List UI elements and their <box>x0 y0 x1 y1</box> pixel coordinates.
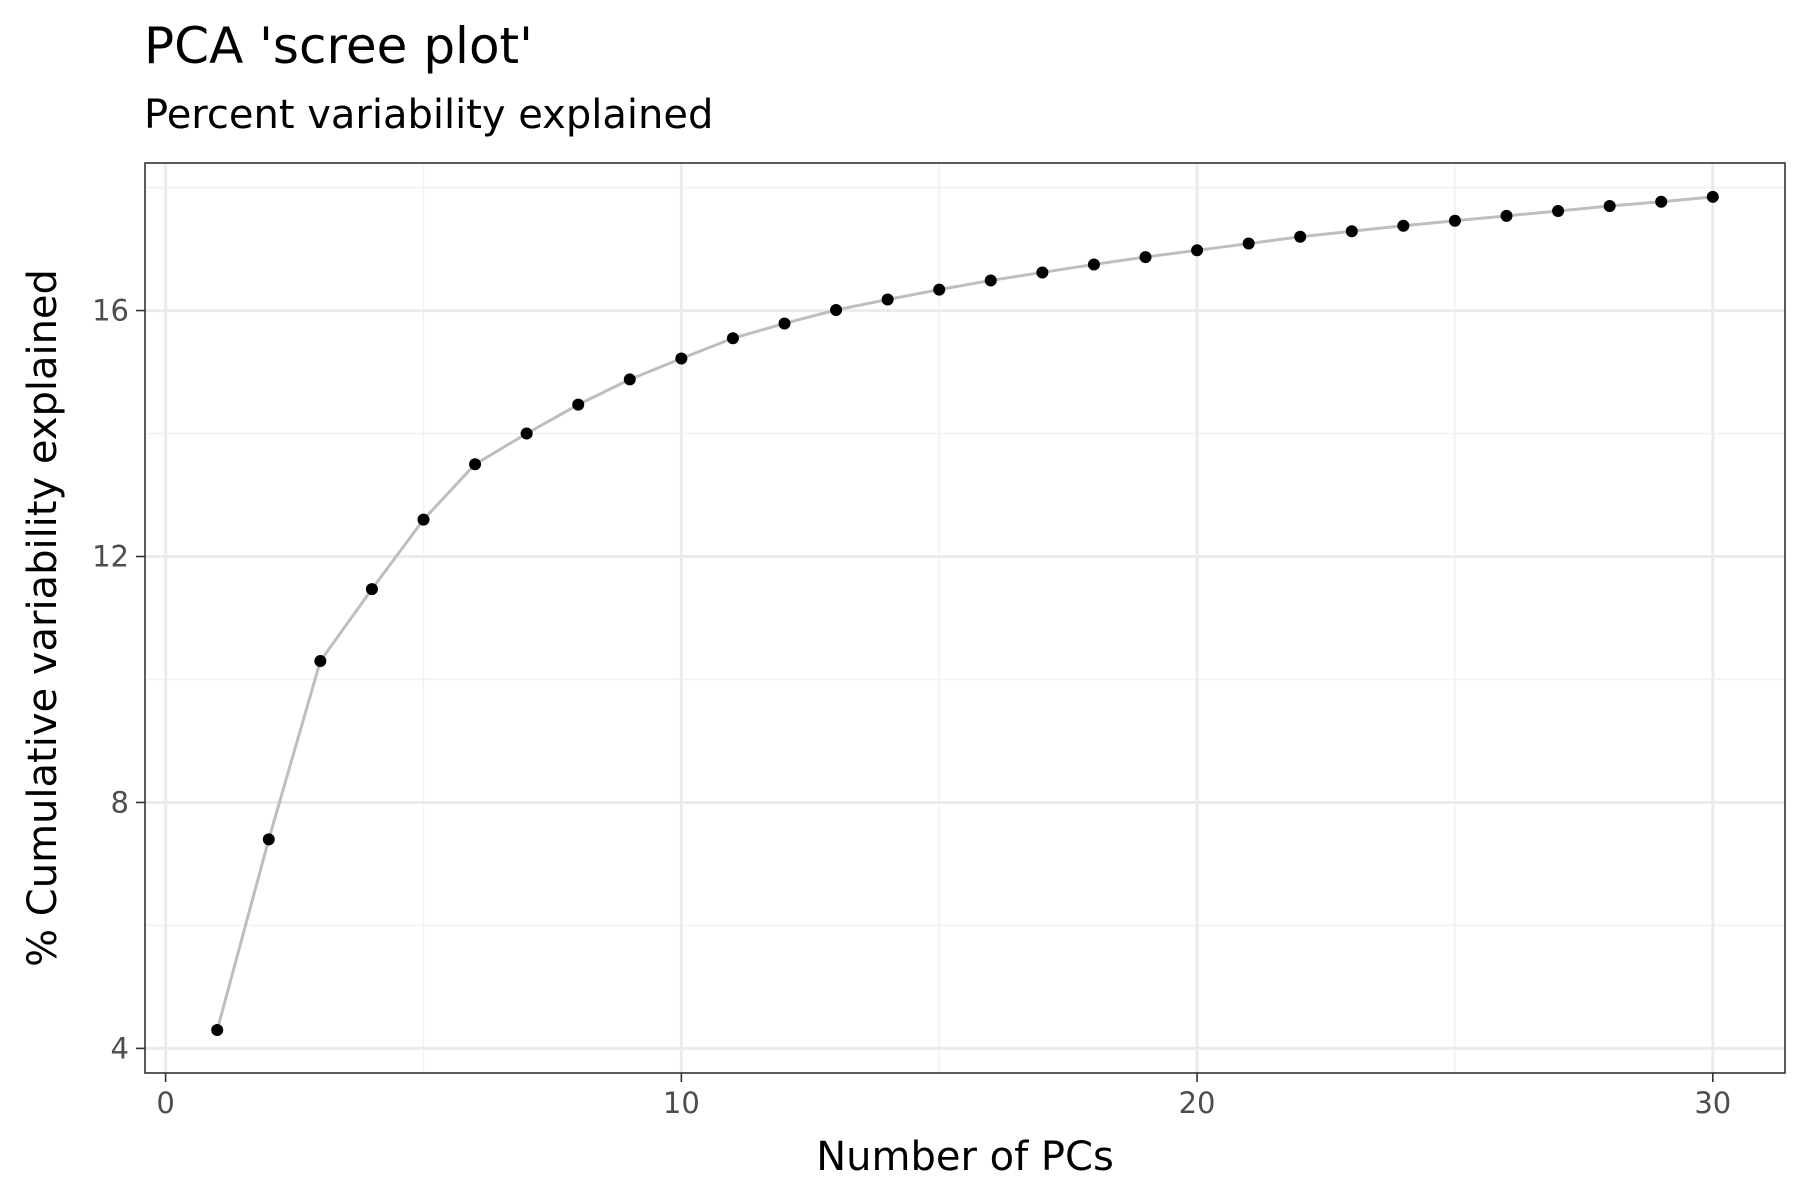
y-axis-title: % Cumulative variability explained <box>20 269 66 967</box>
data-point <box>881 293 894 306</box>
data-point <box>1087 258 1100 271</box>
x-tick-label: 20 <box>1179 1086 1216 1120</box>
data-point <box>365 583 378 596</box>
data-point <box>417 513 430 526</box>
y-tick-label: 16 <box>92 294 129 328</box>
data-point <box>572 398 585 411</box>
data-point <box>1345 225 1358 238</box>
series-line <box>215 195 1713 1031</box>
data-point <box>1139 251 1152 264</box>
x-tick-label: 10 <box>663 1086 700 1120</box>
data-point <box>262 833 275 846</box>
data-point <box>778 317 791 330</box>
data-point <box>314 655 327 668</box>
data-point <box>1397 219 1410 232</box>
data-point <box>1500 209 1513 222</box>
data-point <box>623 373 636 386</box>
y-tick-label: 8 <box>111 785 129 819</box>
x-axis-title: Number of PCs <box>816 1134 1114 1180</box>
data-point <box>1655 195 1668 208</box>
data-point <box>830 303 843 316</box>
data-point <box>726 332 739 345</box>
x-axis: 0 10 20 30 <box>156 1073 1731 1120</box>
chart-title: PCA 'scree plot' <box>144 17 533 75</box>
y-axis: 4 8 12 16 <box>92 294 145 1065</box>
data-point <box>1603 200 1616 213</box>
series-line-layer <box>215 195 1713 1031</box>
data-point <box>1036 266 1049 279</box>
data-point <box>1191 244 1204 257</box>
data-point <box>933 283 946 296</box>
data-point <box>1294 230 1307 243</box>
y-tick-label: 12 <box>92 540 129 574</box>
panel-border <box>144 162 1786 1074</box>
x-tick-label: 0 <box>156 1086 174 1120</box>
data-point <box>1552 204 1565 217</box>
data-point <box>1242 237 1255 250</box>
data-point <box>469 458 482 471</box>
data-point <box>984 274 997 287</box>
grid-layer <box>145 163 1785 1073</box>
data-point <box>520 427 533 440</box>
data-point <box>211 1023 224 1036</box>
data-point <box>1448 214 1461 227</box>
data-point <box>675 352 688 365</box>
y-tick-label: 4 <box>111 1031 129 1065</box>
data-point <box>1706 190 1719 203</box>
chart-subtitle: Percent variability explained <box>144 92 713 138</box>
x-tick-label: 30 <box>1694 1086 1731 1120</box>
data-points-layer <box>211 190 1719 1036</box>
